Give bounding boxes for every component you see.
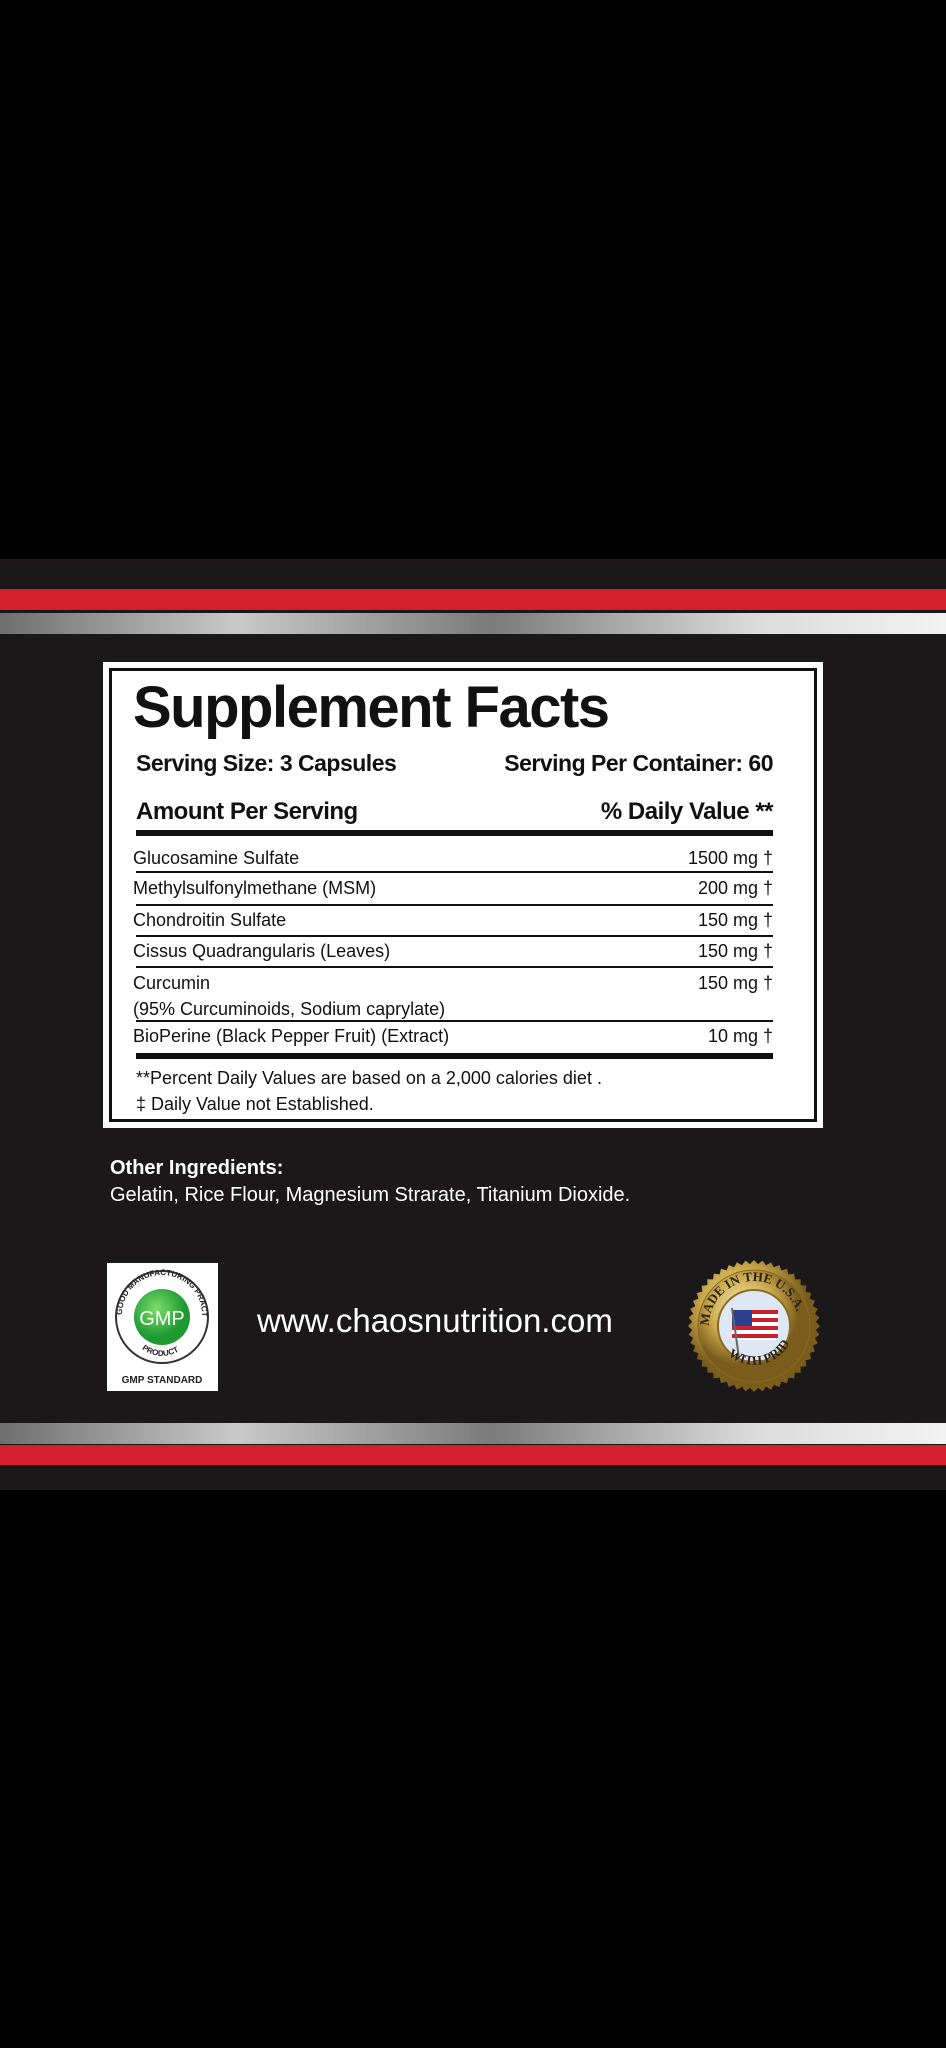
thick-divider	[136, 1053, 773, 1059]
footnote-daily-values: **Percent Daily Values are based on a 2,…	[136, 1068, 602, 1088]
servings-per-container: Serving Per Container: 60	[504, 750, 773, 776]
row-divider	[136, 904, 773, 906]
nutrient-row: BioPerine (Black Pepper Fruit) (Extract)…	[133, 1026, 773, 1046]
made-in-usa-seal: MADE IN THE U.S.A. WITH PRIDE	[683, 1246, 821, 1394]
nutrient-row: Curcumin (95% Curcuminoids, Sodium capryl…	[133, 973, 773, 1019]
bottom-red-stripe	[0, 1445, 946, 1465]
facts-title: Supplement Facts	[133, 675, 610, 740]
footnote-not-established: ‡ Daily Value not Established.	[136, 1094, 374, 1114]
nutrient-row: Methylsulfonylmethane (MSM) 200 mg †	[133, 878, 773, 898]
row-divider	[136, 935, 773, 937]
amount-per-serving-header: Amount Per Serving	[136, 798, 358, 825]
thick-divider	[136, 830, 773, 836]
other-ingredients-text: Gelatin, Rice Flour, Magnesium Strarate,…	[110, 1184, 631, 1206]
gmp-center-text: GMP	[139, 1308, 185, 1330]
daily-value-header: % Daily Value **	[600, 798, 774, 825]
top-silver-stripe	[0, 613, 946, 634]
gmp-caption: GMP STANDARD	[122, 1375, 203, 1386]
row-divider	[136, 1020, 773, 1022]
gmp-badge: GMP GOOD MANUFACTURING PRACTICE PRODUCT …	[104, 1256, 218, 1391]
nutrient-row: Chondroitin Sulfate 150 mg †	[133, 910, 773, 930]
serving-size: Serving Size: 3 Capsules	[136, 750, 397, 776]
row-divider	[136, 966, 773, 968]
supplement-facts-panel	[103, 662, 823, 1128]
bottom-silver-stripe	[0, 1423, 946, 1444]
website-url[interactable]: www.chaosnutrition.com	[257, 1302, 613, 1339]
top-red-stripe	[0, 589, 946, 610]
nutrient-row: Cissus Quadrangularis (Leaves) 150 mg †	[133, 941, 773, 961]
nutrient-row: Glucosamine Sulfate 1500 mg †	[133, 848, 773, 868]
american-flag-icon	[731, 1307, 778, 1359]
other-ingredients-heading: Other Ingredients:	[110, 1157, 284, 1179]
row-divider	[136, 871, 773, 873]
